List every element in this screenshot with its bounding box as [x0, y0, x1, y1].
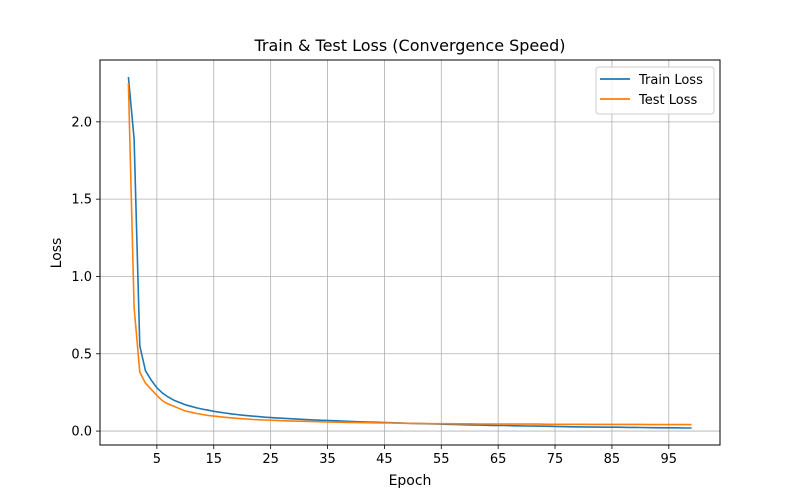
- legend-label-train-loss: Train Loss: [638, 73, 703, 88]
- x-tick-label: 25: [262, 452, 279, 467]
- x-tick-label: 5: [153, 452, 161, 467]
- train-loss-line: [127, 76, 692, 429]
- test-loss-line: [127, 83, 692, 426]
- y-tick-label: 1.0: [71, 270, 92, 285]
- x-tick-label: 35: [319, 452, 336, 467]
- x-tick-label: 55: [433, 452, 450, 467]
- y-axis-label: Loss: [49, 238, 65, 269]
- y-axis-ticks: 0.0 0.5 1.0 1.5 2.0: [71, 115, 100, 440]
- x-axis-ticks: 5 15 25 35 45 55 65 75 85 95: [153, 445, 677, 467]
- y-tick-label: 0.0: [71, 425, 92, 440]
- x-axis-label: Epoch: [389, 473, 432, 489]
- x-tick-label: 95: [661, 452, 678, 467]
- x-tick-label: 85: [604, 452, 621, 467]
- chart-title: Train & Test Loss (Convergence Speed): [253, 36, 565, 55]
- x-tick-label: 65: [490, 452, 507, 467]
- x-tick-label: 15: [205, 452, 222, 467]
- legend: Train Loss Test Loss: [595, 66, 715, 115]
- y-tick-label: 2.0: [71, 115, 92, 130]
- x-tick-label: 75: [547, 452, 564, 467]
- x-tick-label: 45: [376, 452, 393, 467]
- series-lines: [127, 76, 692, 429]
- grid-lines: [100, 60, 720, 445]
- plot-frame: [99, 59, 721, 446]
- legend-label-test-loss: Test Loss: [638, 93, 697, 108]
- y-tick-label: 1.5: [71, 193, 92, 208]
- y-tick-label: 0.5: [71, 347, 92, 362]
